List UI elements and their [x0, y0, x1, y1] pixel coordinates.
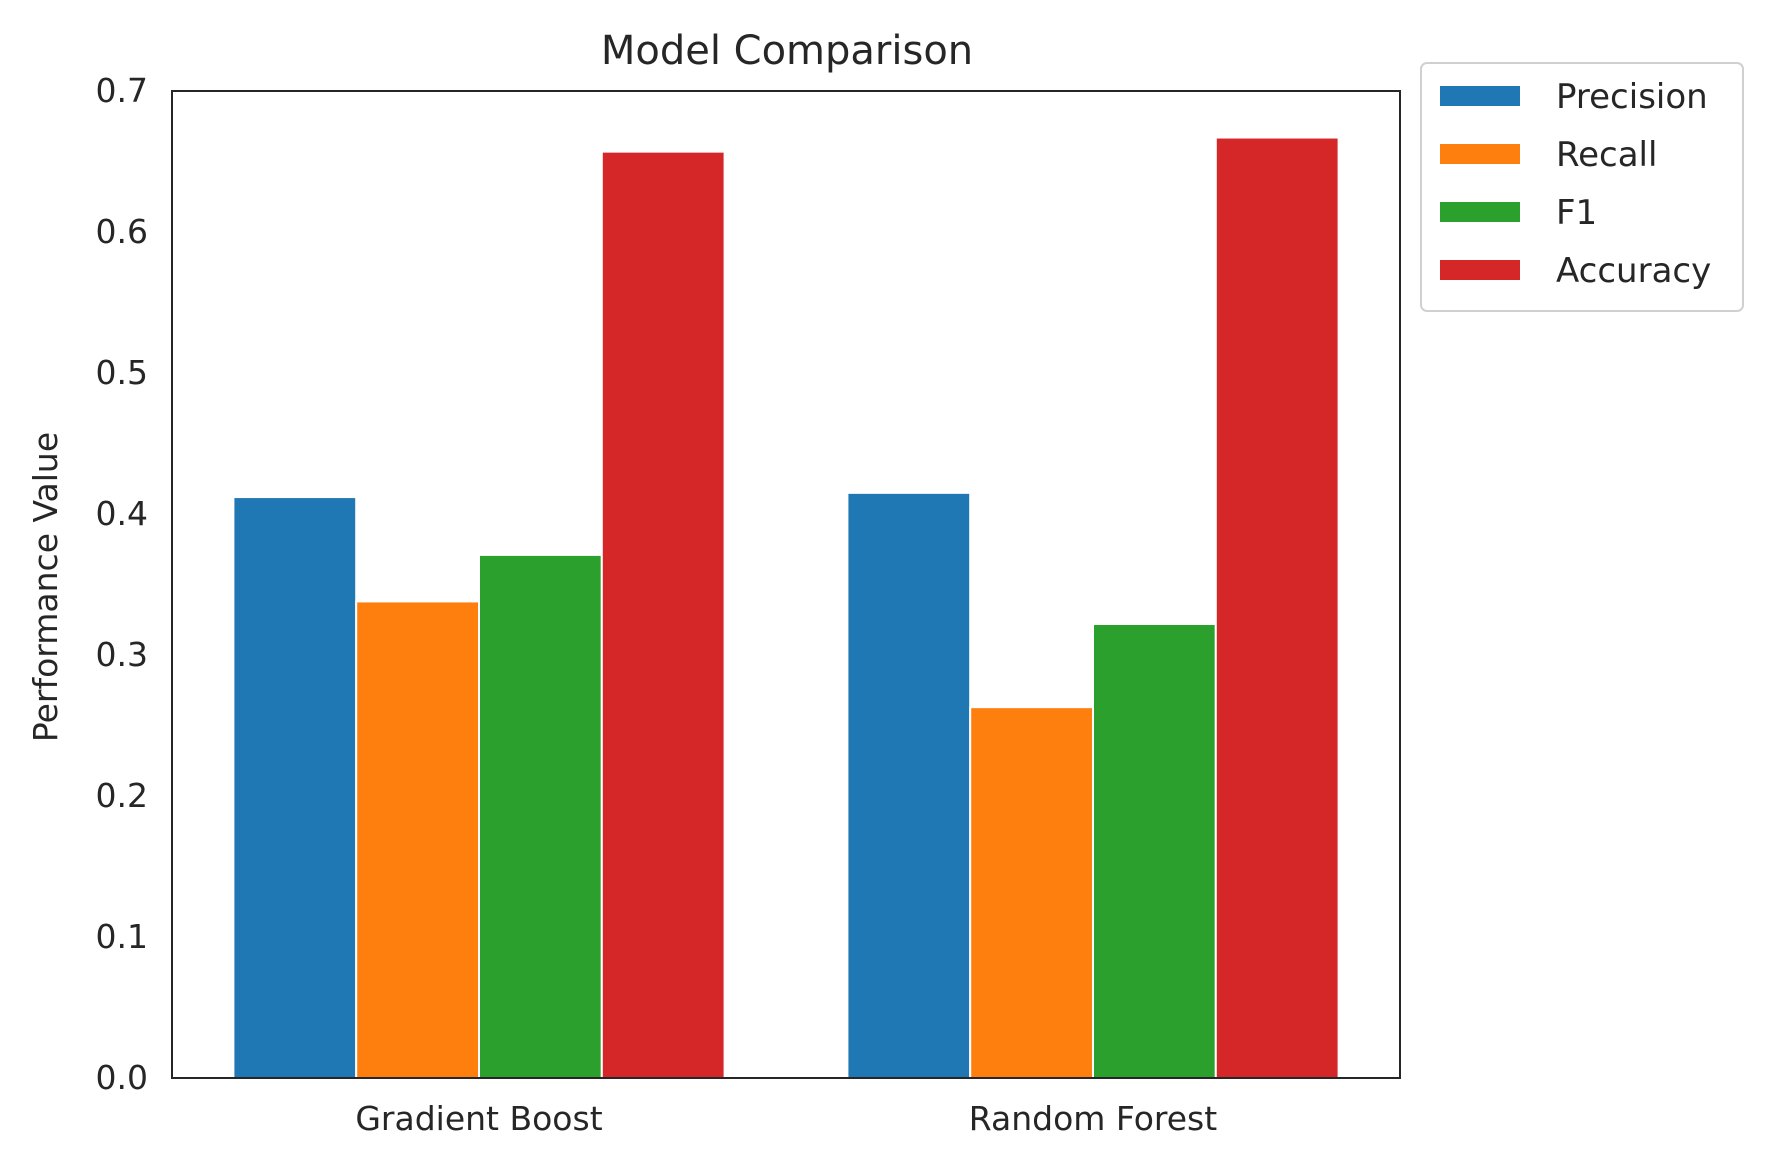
legend-swatch [1440, 260, 1520, 280]
bar-precision-gradient-boost [232, 496, 358, 1079]
y-axis-label: Performance Value [26, 432, 65, 742]
bar-accuracy-random-forest [1214, 136, 1340, 1079]
bars-group [232, 136, 1340, 1080]
bar-f1-random-forest [1092, 622, 1217, 1079]
y-tick-label: 0.1 [96, 917, 148, 956]
legend-label: F1 [1556, 193, 1597, 233]
legend-swatch [1440, 86, 1520, 106]
legend: Precision Recall F1 Accuracy [1420, 62, 1744, 312]
y-tick-label: 0.5 [96, 353, 148, 392]
legend-label: Accuracy [1556, 251, 1711, 291]
x-axis-ticks: Gradient Boost Random Forest [355, 1099, 1217, 1138]
legend-frame [1420, 62, 1744, 312]
y-tick-label: 0.3 [96, 635, 148, 674]
legend-label: Precision [1556, 77, 1708, 117]
x-tick-label: Random Forest [969, 1099, 1217, 1138]
y-tick-label: 0.7 [96, 71, 148, 110]
y-tick-label: 0.0 [96, 1058, 148, 1097]
bar-recall-random-forest [969, 706, 1095, 1079]
y-tick-label: 0.6 [96, 212, 148, 251]
bar-accuracy-gradient-boost [600, 150, 726, 1079]
legend-swatch [1440, 144, 1520, 164]
x-tick-label: Gradient Boost [355, 1099, 602, 1138]
legend-swatch [1440, 202, 1520, 222]
y-axis-ticks: 0.0 0.1 0.2 0.3 0.4 0.5 0.6 0.7 [96, 71, 148, 1097]
bar-precision-random-forest [846, 491, 972, 1080]
y-tick-label: 0.2 [96, 776, 148, 815]
y-tick-label: 0.4 [96, 494, 148, 533]
plot-frame [171, 90, 1401, 1079]
bar-recall-gradient-boost [355, 600, 481, 1079]
legend-label: Recall [1556, 135, 1657, 175]
chart-title: Model Comparison [601, 28, 973, 74]
bar-f1-gradient-boost [478, 553, 603, 1079]
